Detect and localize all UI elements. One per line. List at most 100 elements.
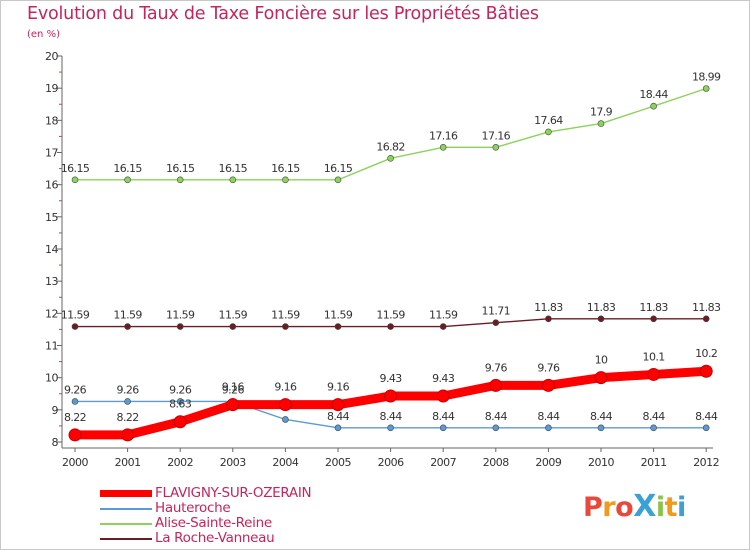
data-point (650, 424, 657, 432)
legend-swatch (100, 538, 152, 540)
y-tick-label: 20 (45, 50, 58, 63)
data-label: 18.44 (639, 88, 668, 101)
legend-swatch (100, 490, 152, 497)
x-tick-label: 2004 (272, 456, 298, 469)
x-tick-label: 2007 (430, 456, 456, 469)
data-point (331, 398, 345, 412)
data-label: 11.83 (534, 301, 563, 314)
data-point (384, 389, 398, 403)
data-point (173, 415, 187, 429)
data-label: 16.15 (166, 162, 195, 175)
legend-swatch (100, 523, 152, 525)
logo-letter: X (633, 489, 656, 524)
y-tick-label: 18 (45, 114, 58, 127)
data-point (545, 315, 552, 323)
data-point (71, 398, 79, 405)
x-tick-label: 2001 (115, 456, 141, 469)
y-tick-label: 15 (45, 211, 58, 224)
y-tick-label: 11 (45, 340, 58, 353)
data-label: 11.59 (271, 309, 300, 322)
data-point (647, 367, 661, 381)
data-point (439, 144, 447, 151)
data-label: 10.1 (643, 350, 665, 363)
data-label: 9.26 (169, 383, 192, 396)
legend-label: FLAVIGNY-SUR-OZERAIN (155, 485, 312, 501)
data-label: 8.44 (380, 410, 403, 423)
data-point (334, 323, 342, 330)
legend-label: Hauteroche (155, 500, 231, 516)
data-point (229, 323, 237, 330)
data-label: 11.59 (166, 309, 195, 322)
data-point (439, 323, 447, 330)
x-tick-label: 2005 (325, 456, 351, 469)
data-point (176, 323, 184, 330)
data-label: 8.44 (327, 410, 350, 423)
data-point (702, 315, 710, 323)
y-tick-label: 17 (45, 147, 58, 160)
data-label: 11.71 (482, 305, 511, 318)
data-label: 11.59 (113, 309, 142, 322)
data-label: 16.82 (376, 140, 405, 153)
data-point (597, 315, 605, 323)
data-label: 16.15 (219, 162, 248, 175)
y-tick-label: 10 (45, 372, 58, 385)
data-point (387, 154, 394, 162)
data-point (334, 424, 342, 432)
data-label: 17.64 (534, 114, 563, 127)
x-tick-label: 2002 (167, 456, 193, 469)
data-point (124, 398, 131, 405)
data-point (492, 319, 500, 326)
data-label: 8.44 (485, 410, 508, 423)
data-point (124, 323, 131, 330)
data-label: 9.16 (222, 381, 245, 394)
data-point (492, 144, 500, 151)
data-label: 8.44 (643, 410, 666, 423)
data-label: 17.9 (590, 106, 613, 119)
x-tick-label: 2008 (483, 456, 509, 469)
chart-title: Evolution du Taux de Taxe Foncière sur l… (27, 4, 539, 24)
x-tick-label: 2000 (62, 456, 88, 469)
data-label: 9.16 (327, 381, 350, 394)
data-label: 9.43 (380, 372, 403, 385)
x-tick-label: 2012 (693, 456, 719, 469)
data-point (489, 378, 503, 392)
data-label: 10.2 (695, 347, 717, 360)
data-point (650, 315, 657, 323)
data-label: 9.16 (274, 381, 297, 394)
logo-letter: o (615, 492, 634, 523)
x-tick-label: 2009 (535, 456, 561, 469)
data-point (436, 389, 450, 403)
data-point (597, 120, 605, 127)
data-point (282, 176, 289, 184)
data-label: 11.59 (376, 309, 405, 322)
data-label: 9.43 (432, 372, 455, 385)
data-point (229, 176, 237, 184)
data-point (387, 424, 394, 432)
data-label: 8.44 (695, 410, 718, 423)
y-tick-label: 8 (52, 436, 59, 449)
x-tick-label: 2006 (378, 456, 404, 469)
legend-label: La Roche-Vanneau (155, 530, 275, 546)
data-point (545, 128, 552, 136)
data-point (702, 85, 710, 92)
data-label: 9.76 (485, 361, 508, 374)
logo-letter: t (664, 492, 678, 523)
data-point (702, 424, 710, 432)
y-tick-label: 9 (52, 404, 59, 417)
y-tick-label: 13 (45, 275, 58, 288)
proxiti-logo: ProXiti (583, 489, 686, 524)
data-label: 8.44 (590, 410, 613, 423)
data-point (594, 371, 608, 385)
logo-letter: i (677, 492, 686, 523)
data-label: 9.26 (222, 383, 245, 396)
data-label: 11.59 (61, 309, 90, 322)
data-label: 9.76 (537, 361, 560, 374)
data-label: 17.16 (429, 129, 458, 142)
data-label: 16.15 (271, 162, 300, 175)
data-point (124, 176, 131, 184)
data-label: 9.26 (64, 383, 87, 396)
data-point (176, 398, 184, 405)
data-label: 11.59 (429, 309, 458, 322)
data-label: 11.83 (587, 301, 616, 314)
